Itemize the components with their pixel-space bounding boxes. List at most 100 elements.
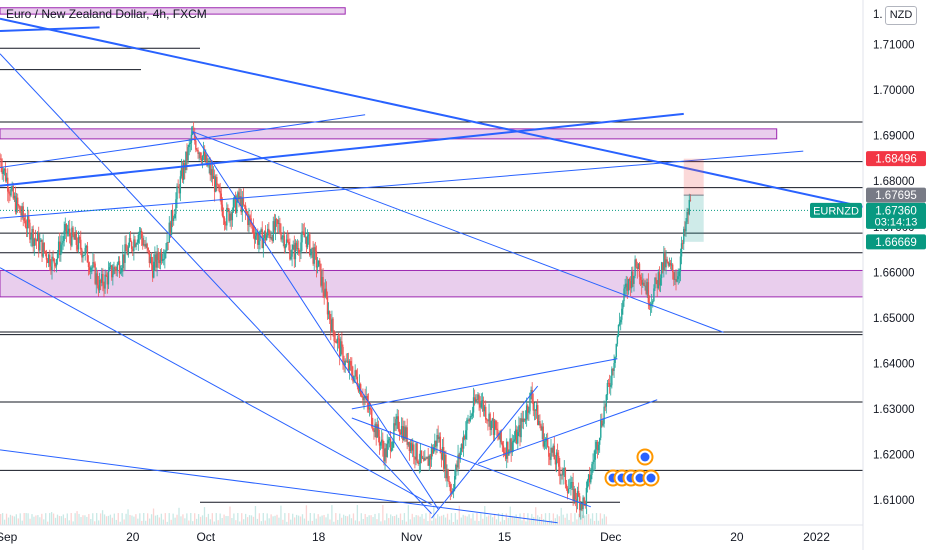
volume-bar — [109, 514, 112, 525]
candle-body — [580, 503, 582, 511]
price-tag-box — [866, 234, 926, 250]
candle-body — [635, 259, 637, 267]
candle-body — [47, 254, 50, 264]
candle-body — [237, 192, 239, 201]
volume-bar — [401, 520, 404, 525]
candle-body — [309, 234, 311, 256]
volume-bar — [491, 517, 494, 525]
volume-bar — [399, 513, 402, 525]
candle-body — [139, 230, 142, 233]
volume-bar — [392, 516, 394, 525]
volume-bar — [184, 518, 186, 525]
volume-bar — [372, 517, 374, 525]
candle-body — [134, 239, 136, 247]
volume-bar — [286, 521, 288, 525]
zone-1 — [0, 128, 778, 140]
candle-body — [95, 273, 97, 284]
volume-bar — [511, 515, 513, 525]
candle-body — [377, 424, 380, 437]
volume-bar — [86, 516, 88, 525]
candle-body — [387, 440, 390, 444]
volume-bar — [556, 514, 558, 525]
candle-body — [57, 241, 60, 254]
candle-body — [200, 158, 203, 163]
candle-body — [145, 243, 147, 247]
candle-body — [361, 395, 363, 398]
candle-body — [331, 318, 333, 333]
candle-body — [448, 481, 450, 485]
candle-body — [420, 450, 423, 459]
volume-bar — [152, 508, 155, 525]
candle-body — [209, 163, 211, 176]
candle-body — [167, 242, 169, 243]
candle-body — [332, 318, 334, 331]
candle-body — [496, 428, 498, 431]
volume-bar — [84, 515, 86, 525]
candle-body — [87, 262, 90, 268]
volume-bar — [499, 521, 502, 525]
volume-bar — [192, 521, 194, 525]
candle-body — [507, 441, 509, 456]
volume-bar — [378, 513, 380, 525]
candle-body — [232, 199, 235, 212]
candle-body — [597, 444, 600, 451]
currency-button[interactable]: NZD — [885, 6, 917, 25]
candle-body — [231, 211, 234, 221]
volume-bar — [80, 517, 82, 525]
candle-body — [379, 442, 382, 446]
candle-body — [688, 199, 690, 215]
volume-bar — [309, 513, 311, 525]
volume-bar — [362, 518, 364, 525]
candle-body — [473, 397, 476, 403]
candle-body — [313, 247, 315, 264]
candle-body — [477, 394, 479, 400]
candle-body — [414, 457, 416, 460]
candle-body — [555, 452, 558, 465]
candle-body — [671, 264, 674, 273]
volume-bar — [219, 513, 221, 525]
volume-bar — [580, 517, 582, 525]
volume-bar — [266, 513, 268, 525]
x-tick-label: Nov — [401, 530, 422, 544]
candle-body — [74, 232, 76, 240]
volume-bar — [393, 515, 396, 525]
candle-body — [506, 441, 508, 459]
candle-body — [628, 279, 631, 282]
y-tick-label: 1.70000 — [873, 85, 915, 97]
candle-body — [151, 264, 154, 278]
volume-bar — [305, 505, 308, 525]
candle-body — [18, 205, 20, 207]
event-flag-icon-core — [635, 473, 645, 483]
volume-bar — [605, 516, 607, 525]
candle-body — [454, 475, 456, 489]
candle-body — [92, 262, 94, 268]
candle-body — [168, 222, 170, 243]
volume-bar — [550, 520, 553, 525]
volume-bar — [278, 517, 280, 525]
volume-bar — [131, 515, 133, 525]
volume-bar — [337, 519, 339, 525]
volume-bar — [307, 520, 310, 525]
candle-body — [657, 272, 660, 289]
candle-body — [407, 441, 409, 445]
volume-bar — [282, 519, 284, 525]
candle-body — [171, 210, 174, 221]
candle-body — [664, 253, 666, 268]
candle-body — [330, 319, 332, 333]
candle-body — [94, 263, 96, 284]
candle-body — [492, 418, 495, 435]
candle-body — [471, 412, 474, 416]
candle-body — [189, 142, 192, 145]
volume-bar — [462, 514, 464, 525]
volume-bar — [374, 513, 376, 525]
candle-body — [472, 397, 475, 413]
candle-body — [562, 469, 564, 476]
volume-bar — [395, 514, 398, 525]
candle-body — [215, 177, 217, 192]
candle-body — [398, 428, 401, 433]
candle-body — [389, 438, 392, 452]
candle-body — [641, 279, 643, 285]
candle-body — [627, 279, 630, 291]
volume-bar — [335, 513, 337, 525]
